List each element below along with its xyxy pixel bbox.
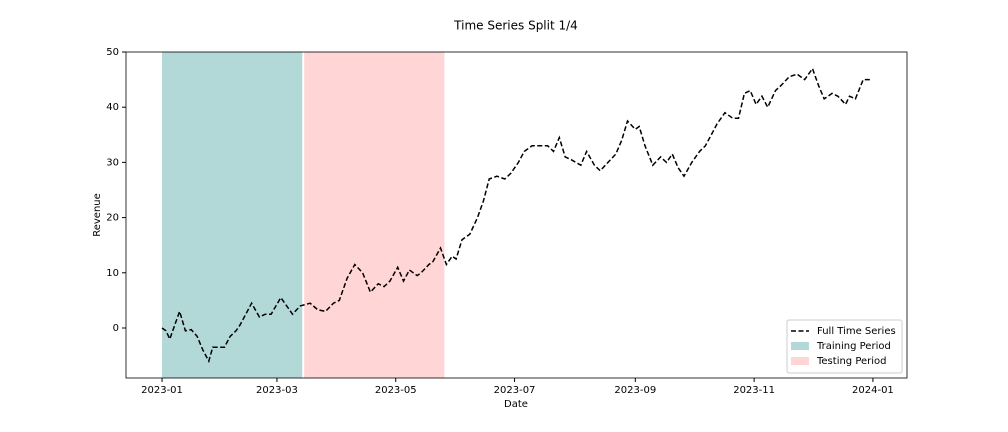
chart-title: Time Series Split 1/4 xyxy=(453,19,578,33)
x-tick-label: 2023-01 xyxy=(141,385,183,396)
legend-label: Full Time Series xyxy=(817,326,896,337)
span xyxy=(304,52,445,378)
plot-frame xyxy=(125,51,908,379)
x-axis-label: Date xyxy=(504,399,528,410)
y-tick-label: 20 xyxy=(106,213,119,224)
y-tick-label: 30 xyxy=(106,157,119,168)
y-axis-label: Revenue xyxy=(92,193,103,237)
span xyxy=(162,52,303,378)
line xyxy=(161,66,871,364)
x-tick-label: 2024-01 xyxy=(852,385,894,396)
legend-box xyxy=(786,319,903,374)
x-tick-label: 2023-11 xyxy=(733,385,775,396)
legend-label: Training Period xyxy=(816,341,891,352)
x-tick-label: 2023-03 xyxy=(256,385,298,396)
y-tick-label: 40 xyxy=(106,102,119,113)
y-tick-label: 0 xyxy=(113,323,119,334)
legend-patch xyxy=(791,342,809,350)
x-tick-label: 2023-05 xyxy=(375,385,417,396)
x-tick-label: 2023-09 xyxy=(614,385,656,396)
legend-patch xyxy=(791,357,809,365)
y-tick-label: 10 xyxy=(106,268,119,279)
legend-label: Testing Period xyxy=(816,356,887,367)
x-tick-label: 2023-07 xyxy=(494,385,536,396)
y-tick-label: 50 xyxy=(106,47,119,58)
